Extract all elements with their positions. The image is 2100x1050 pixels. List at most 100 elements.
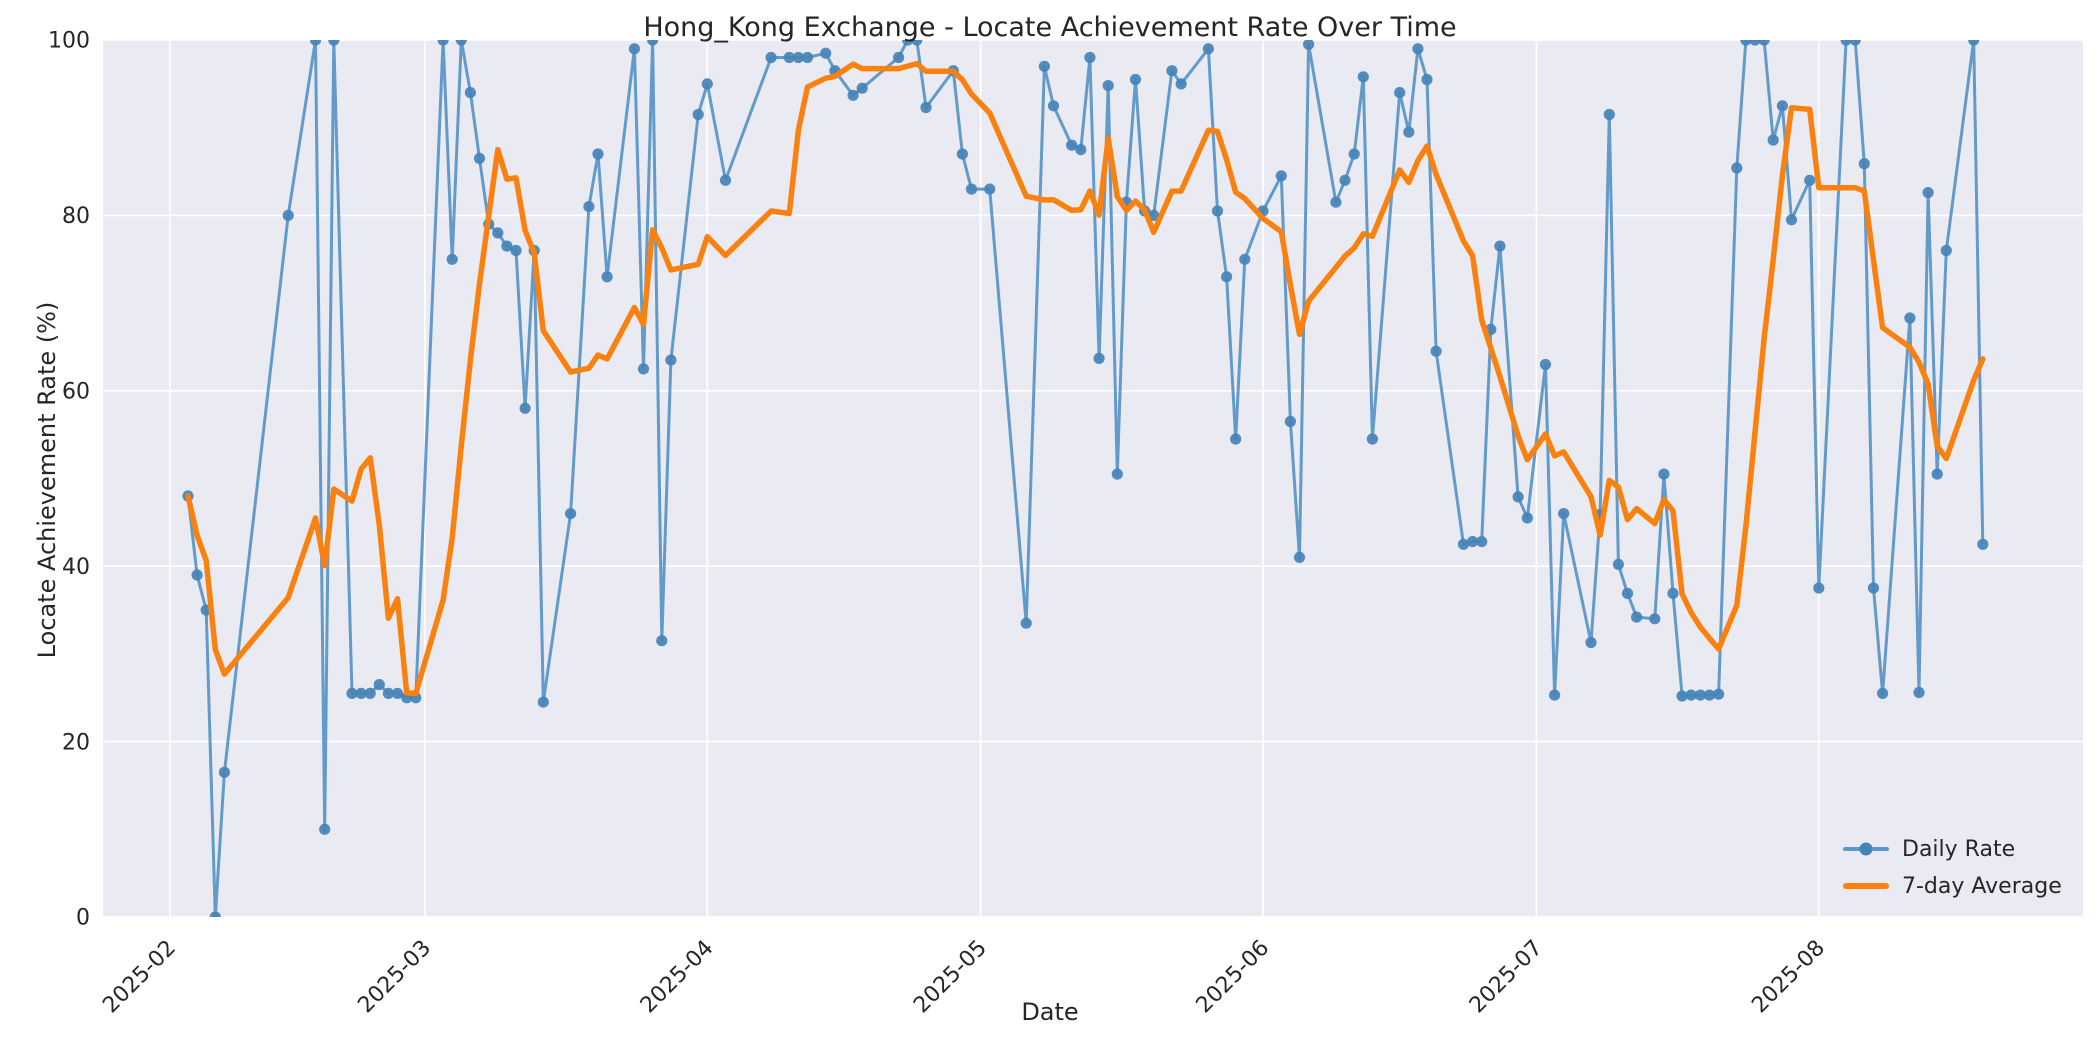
legend-label-daily-rate: Daily Rate (1902, 836, 2016, 862)
daily-rate-marker (856, 82, 868, 94)
daily-rate-marker (446, 253, 458, 265)
daily-rate-marker (364, 687, 376, 700)
daily-rate-marker (1931, 468, 1943, 480)
daily-rate-marker (765, 51, 777, 64)
daily-rate-marker (1102, 80, 1114, 92)
legend-item-7day-average: 7-day Average (1843, 873, 2062, 899)
daily-rate-marker (692, 108, 704, 121)
legend-item-daily-rate: Daily Rate (1843, 836, 2062, 862)
daily-rate-marker (601, 271, 613, 283)
seven-day-average-line (185, 60, 1986, 697)
daily-rate-marker (464, 87, 476, 99)
daily-rate-marker (1293, 551, 1306, 564)
daily-rate-marker (1221, 271, 1233, 283)
daily-rate-marker (1585, 636, 1597, 649)
daily-rate-marker (473, 152, 486, 164)
daily-rate-marker (820, 47, 832, 59)
daily-rate-marker (437, 40, 449, 46)
daily-rate-marker (1202, 43, 1214, 55)
daily-rate-marker (1230, 433, 1242, 445)
daily-rate-marker (1457, 538, 1470, 550)
daily-rate-marker (218, 766, 230, 778)
daily-rate-marker (1694, 689, 1706, 701)
daily-rate-marker (319, 823, 331, 835)
y-tick-label: 40 (62, 555, 90, 580)
daily-rate-marker (637, 363, 650, 375)
legend: Daily Rate 7-day Average (1843, 836, 2062, 899)
y-axis-label: Locate Achievement Rate (%) (33, 301, 61, 659)
daily-rate-marker (1084, 51, 1096, 64)
y-tick-label: 60 (62, 380, 90, 405)
daily-rate-marker (1394, 87, 1406, 99)
daily-rate-marker (1804, 174, 1816, 186)
daily-rate-marker (510, 244, 522, 257)
daily-rate-marker (1713, 688, 1725, 700)
daily-rate-marker (1330, 196, 1342, 208)
daily-rate-marker (1467, 536, 1479, 548)
x-axis-label: Date (1021, 998, 1079, 1026)
daily-rate-marker (1612, 558, 1624, 571)
daily-rate-marker (984, 183, 996, 195)
daily-rate-marker (719, 174, 732, 186)
daily-rate-marker (1476, 536, 1488, 548)
y-tick-label: 20 (62, 730, 90, 755)
daily-rate-marker (1776, 100, 1788, 112)
daily-rate-marker (1731, 162, 1743, 174)
daily-rate-marker (282, 209, 294, 221)
daily-rate-marker (1366, 433, 1378, 445)
daily-rate-marker (1558, 507, 1570, 520)
daily-rate-marker (628, 43, 641, 55)
daily-rate-marker (1840, 40, 1852, 46)
legend-label-7day-average: 7-day Average (1902, 873, 2062, 899)
y-tick-label: 80 (62, 204, 90, 229)
daily-rate-marker (656, 635, 668, 647)
daily-rate-marker (1676, 690, 1688, 702)
daily-rate-marker (492, 227, 504, 239)
daily-rate-marker (1749, 40, 1761, 46)
daily-rate-marker (893, 51, 905, 64)
daily-rate-marker (1430, 345, 1442, 357)
daily-rate-marker (373, 679, 385, 691)
daily-rate-marker (309, 40, 322, 46)
y-tick-label: 100 (48, 29, 90, 54)
daily-rate-marker (1539, 358, 1552, 371)
daily-rate-marker (537, 696, 549, 708)
daily-rate-marker (592, 148, 604, 160)
daily-rate-marker (847, 89, 859, 101)
daily-rate-marker (355, 687, 367, 700)
daily-rate-marker (346, 687, 358, 700)
daily-rate-marker (1813, 582, 1825, 594)
daily-rate-marker (209, 911, 221, 917)
daily-rate-marker (783, 51, 795, 64)
daily-rate-marker (1166, 65, 1178, 77)
daily-rate-marker (1922, 187, 1934, 199)
daily-rate-marker (665, 354, 677, 366)
daily-rate-marker (792, 51, 805, 64)
daily-rate-marker (1129, 73, 1142, 86)
daily-rate-marker (1621, 587, 1634, 600)
daily-rate-marker (1020, 617, 1032, 629)
daily-rate-marker (1703, 689, 1716, 701)
daily-rate-line-swatch-icon (1843, 842, 1889, 856)
daily-rate-marker (191, 569, 203, 581)
daily-rate-marker (1494, 240, 1506, 252)
daily-rate-marker (1631, 611, 1643, 623)
daily-rate-marker (519, 402, 531, 414)
seven-day-average-line-swatch-icon (1843, 883, 1889, 889)
daily-rate-marker (1904, 312, 1916, 324)
daily-rate-marker (1740, 40, 1752, 46)
y-tick-label: 0 (76, 906, 90, 931)
daily-rate-marker (1339, 174, 1351, 186)
daily-rate-marker-icon (1859, 842, 1873, 856)
daily-rate-marker (1412, 43, 1424, 55)
daily-rate-marker (1877, 687, 1889, 700)
daily-rate-marker (1512, 491, 1524, 503)
daily-rate-marker (1211, 205, 1224, 217)
daily-rate-marker (583, 201, 595, 213)
daily-rate-marker (920, 101, 932, 114)
daily-rate-marker (565, 507, 577, 520)
daily-rate-marker (1549, 689, 1561, 701)
daily-rate-marker (965, 183, 978, 195)
